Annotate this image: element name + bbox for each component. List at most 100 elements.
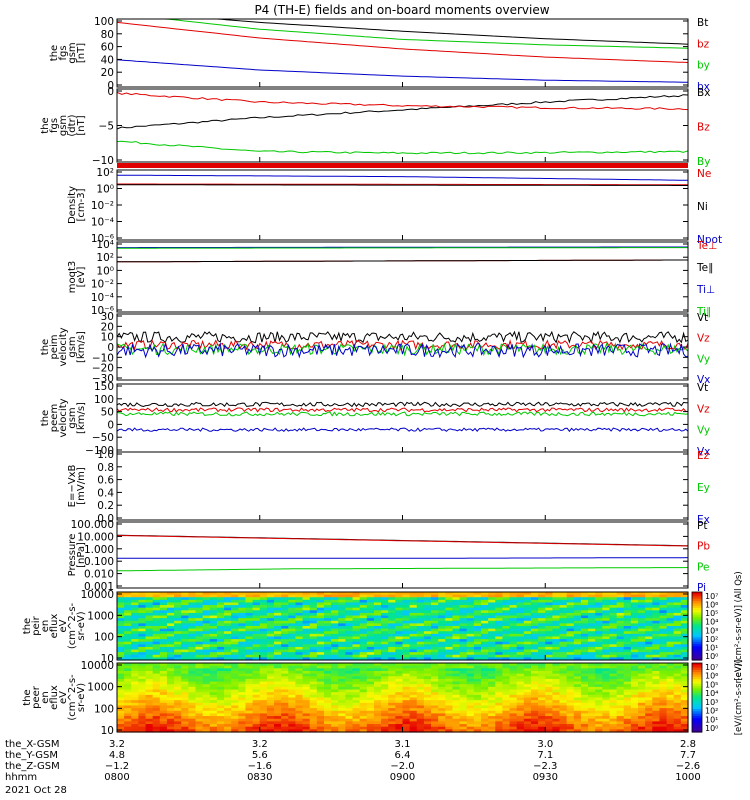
heatmap-cell	[466, 681, 475, 685]
heatmap-cell	[431, 631, 439, 635]
heatmap-cell	[388, 684, 396, 688]
heatmap-cell	[452, 663, 461, 667]
heatmap-cell	[602, 618, 611, 622]
heatmap-cell	[659, 665, 668, 669]
heatmap-cell	[381, 726, 389, 730]
heatmap-cell	[338, 639, 346, 643]
heatmap-cell	[530, 718, 539, 722]
heatmap-cell	[245, 652, 254, 656]
heatmap-cell	[502, 684, 511, 688]
heatmap-cell	[117, 697, 125, 701]
heatmap-cell	[481, 623, 489, 627]
heatmap-cell	[181, 626, 189, 630]
heatmap-cell	[645, 657, 653, 661]
heatmap-cell	[224, 610, 232, 614]
heatmap-cell	[488, 697, 496, 701]
heatmap-cell	[323, 605, 332, 609]
heatmap-cell	[224, 615, 232, 619]
heatmap-cell	[131, 721, 140, 725]
heatmap-cell	[602, 724, 611, 728]
heatmap-cell	[652, 657, 661, 661]
heatmap-cell	[388, 623, 396, 627]
heatmap-cell	[274, 678, 282, 683]
heatmap-cell	[323, 676, 332, 680]
heatmap-cell	[373, 705, 382, 709]
heatmap-cell	[523, 702, 532, 707]
heatmap-cell	[359, 626, 368, 630]
heatmap-cell	[117, 623, 125, 627]
heatmap-cell	[609, 694, 618, 699]
heatmap-cell	[331, 686, 339, 691]
heatmap-cell	[645, 724, 653, 728]
series-line-Vt	[116, 330, 689, 344]
heatmap-cell	[338, 633, 346, 638]
heatmap-cell	[195, 689, 204, 693]
heatmap-cell	[445, 713, 454, 717]
heatmap-cell	[630, 633, 639, 638]
heatmap-cell	[252, 700, 261, 704]
heatmap-cell	[323, 599, 332, 604]
heatmap-cell	[295, 689, 304, 693]
heatmap-cell	[588, 718, 596, 722]
heatmap-cell	[195, 597, 204, 601]
heatmap-cell	[281, 628, 289, 632]
heatmap-cell	[359, 623, 368, 627]
heatmap-cell	[131, 626, 140, 630]
heatmap-cell	[145, 657, 154, 661]
heatmap-cell	[366, 686, 375, 691]
heatmap-cell	[545, 665, 553, 669]
heatmap-cell	[630, 597, 639, 601]
heatmap-cell	[623, 678, 632, 683]
heatmap-cell	[124, 623, 132, 627]
heatmap-cell	[645, 708, 653, 712]
heatmap-cell	[152, 639, 161, 643]
heatmap-cell	[673, 718, 682, 722]
heatmap-cell	[323, 710, 332, 715]
heatmap-cell	[245, 602, 254, 606]
heatmap-cell	[516, 631, 525, 635]
heatmap-cell	[552, 689, 561, 693]
y-axis-label: [km/s]	[76, 402, 87, 434]
heatmap-cell	[274, 708, 282, 712]
heatmap-cell	[209, 686, 218, 691]
heatmap-cell	[545, 636, 553, 640]
heatmap-cell	[402, 641, 411, 645]
heatmap-cell	[252, 668, 261, 672]
heatmap-cell	[595, 676, 603, 680]
heatmap-cell	[666, 652, 675, 656]
heatmap-cell	[323, 726, 332, 730]
heatmap-cell	[323, 668, 332, 672]
heatmap-cell	[216, 633, 225, 638]
heatmap-cell	[409, 681, 418, 685]
heatmap-cell	[473, 718, 482, 722]
heatmap-cell	[388, 639, 396, 643]
heatmap-cell	[630, 602, 639, 606]
y-tick-label: 80	[101, 29, 114, 41]
heatmap-cell	[623, 681, 632, 685]
heatmap-cell	[152, 729, 161, 733]
heatmap-cell	[580, 681, 589, 685]
heatmap-cell	[466, 636, 475, 640]
heatmap-cell	[652, 626, 661, 630]
heatmap-cell	[602, 605, 611, 609]
heatmap-cell	[152, 676, 161, 680]
heatmap-cell	[323, 700, 332, 704]
y-axis-label: sr-eV)	[76, 611, 87, 640]
heatmap-cell	[652, 610, 661, 614]
heatmap-cell	[388, 592, 396, 596]
heatmap-cell	[131, 684, 140, 688]
heatmap-cell	[523, 681, 532, 685]
heatmap-cell	[431, 721, 439, 725]
heatmap-cell	[316, 633, 325, 638]
heatmap-cell	[645, 705, 653, 709]
heatmap-cell	[588, 605, 596, 609]
heatmap-cell	[352, 605, 361, 609]
heatmap-cell	[188, 729, 197, 733]
heatmap-cell	[416, 612, 425, 617]
heatmap-cell	[638, 729, 646, 733]
heatmap-cell	[309, 665, 318, 669]
heatmap-cell	[316, 636, 325, 640]
heatmap-cell	[481, 592, 489, 596]
heatmap-cell	[231, 631, 239, 635]
